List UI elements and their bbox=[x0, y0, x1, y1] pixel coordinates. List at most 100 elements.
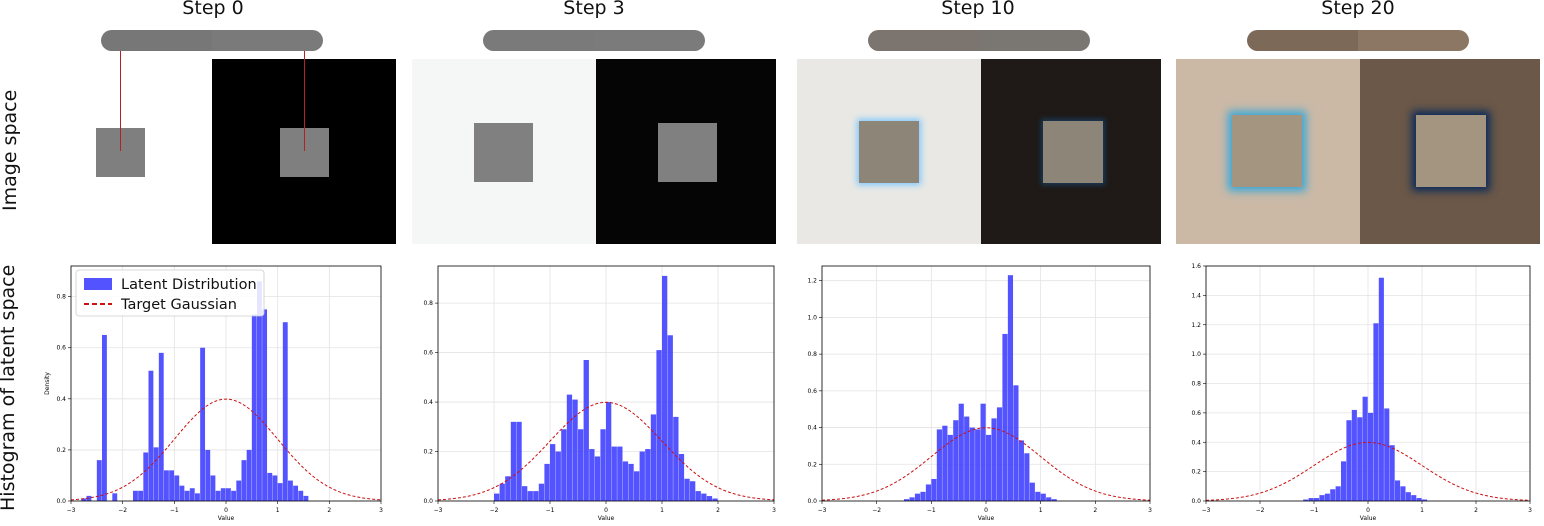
histogram-bar bbox=[267, 472, 273, 501]
y-tick-label: 0.8 bbox=[56, 294, 66, 301]
histogram-bar bbox=[1051, 499, 1057, 501]
histogram-bar bbox=[262, 309, 268, 501]
histogram-bar bbox=[1405, 492, 1411, 501]
histogram-bar bbox=[1046, 497, 1052, 501]
gray-square bbox=[474, 123, 533, 182]
gaussian-curve bbox=[70, 398, 382, 501]
histogram-bar bbox=[1024, 453, 1030, 501]
histogram-bar bbox=[1303, 499, 1309, 501]
y-tick-label: 0.0 bbox=[1191, 498, 1201, 505]
histogram-bar bbox=[102, 334, 107, 501]
y-tick-label: 0.6 bbox=[423, 350, 433, 357]
histogram-bar bbox=[667, 335, 673, 501]
y-tick-label: 1.0 bbox=[807, 314, 817, 321]
histogram-bar bbox=[293, 485, 299, 501]
histogram-bar bbox=[996, 407, 1003, 501]
y-axis-label: Density bbox=[44, 372, 51, 395]
gaussian-curve bbox=[437, 401, 775, 501]
y-tick-label: 0.8 bbox=[1191, 381, 1201, 388]
histogram-bar bbox=[550, 444, 556, 501]
histogram-bar bbox=[1314, 498, 1320, 501]
x-tick-label: 3 bbox=[1148, 507, 1152, 514]
histogram-bar bbox=[572, 399, 578, 501]
histogram-bar bbox=[958, 403, 964, 501]
x-tick-label: −2 bbox=[872, 507, 881, 514]
histogram-bar bbox=[986, 434, 992, 501]
y-tick-label: 0.2 bbox=[423, 449, 433, 456]
gray-square bbox=[1043, 121, 1103, 183]
image-step10-left bbox=[797, 59, 981, 244]
histogram-bar bbox=[1040, 493, 1046, 501]
histogram-bar bbox=[942, 425, 948, 501]
histogram-bar bbox=[904, 499, 910, 501]
histogram-bar bbox=[303, 495, 309, 501]
gaussian-curve bbox=[821, 427, 1151, 501]
histogram-bar bbox=[701, 493, 707, 501]
x-axis-label: Value bbox=[1360, 515, 1377, 522]
x-tick-label: 0 bbox=[984, 507, 988, 514]
histogram-bar bbox=[544, 463, 550, 501]
histogram-bar bbox=[1341, 461, 1347, 501]
histogram-bar bbox=[533, 491, 539, 501]
histogram-bar bbox=[153, 447, 159, 501]
histogram-bar bbox=[690, 481, 696, 501]
gray-square bbox=[1232, 115, 1302, 187]
legend-box bbox=[75, 269, 265, 317]
pill-right-swatch-0 bbox=[212, 30, 323, 51]
histogram-bar bbox=[148, 370, 154, 501]
histogram-bar bbox=[169, 470, 175, 501]
histogram-bar bbox=[1384, 408, 1390, 501]
row-label-image: Image space bbox=[0, 89, 21, 211]
histogram-bar bbox=[673, 416, 679, 501]
pill-right-swatch-2 bbox=[979, 30, 1090, 51]
color-pill-1 bbox=[483, 30, 705, 51]
x-tick-label: −2 bbox=[1256, 507, 1265, 514]
color-pill-2 bbox=[868, 30, 1090, 51]
histogram-bar bbox=[112, 493, 118, 501]
histogram-bar bbox=[277, 483, 283, 501]
histogram-bar bbox=[226, 488, 231, 501]
step-title-1: Step 3 bbox=[563, 0, 625, 19]
histogram-bar bbox=[606, 402, 612, 501]
histogram-bar bbox=[662, 275, 668, 501]
histogram-bar bbox=[931, 478, 937, 501]
histogram-bar bbox=[639, 451, 645, 501]
x-axis-label: Value bbox=[598, 515, 615, 522]
histogram-bar bbox=[1395, 480, 1401, 501]
histogram-bar bbox=[1389, 445, 1395, 501]
pill-left-swatch-1 bbox=[483, 30, 594, 51]
pill-left-swatch-3 bbox=[1247, 30, 1358, 51]
y-tick-label: 0.6 bbox=[1191, 410, 1201, 417]
histogram-bar bbox=[650, 414, 657, 501]
gray-square bbox=[658, 123, 717, 182]
red-marker-line bbox=[304, 51, 305, 151]
histogram-bar bbox=[712, 498, 718, 501]
step-title-3: Step 20 bbox=[1321, 0, 1395, 19]
histogram-bar bbox=[220, 488, 226, 501]
x-tick-label: −3 bbox=[434, 507, 443, 514]
histogram-bar bbox=[969, 427, 975, 501]
histogram-bar bbox=[909, 497, 915, 501]
pill-left-swatch-0 bbox=[101, 30, 212, 51]
histogram-bar bbox=[133, 490, 138, 501]
y-tick-label: 1.0 bbox=[1191, 351, 1201, 358]
histogram-bar bbox=[920, 491, 926, 501]
histogram-bar bbox=[298, 490, 304, 501]
histogram-bar bbox=[510, 421, 517, 501]
x-tick-label: 1 bbox=[1420, 507, 1424, 514]
step-title-2: Step 10 bbox=[941, 0, 1015, 19]
histogram-bar bbox=[600, 429, 606, 501]
color-pill-3 bbox=[1247, 30, 1469, 51]
x-axis-label: Value bbox=[978, 515, 995, 522]
histogram-bar bbox=[505, 476, 511, 501]
histogram-bar bbox=[251, 314, 257, 501]
y-tick-label: 0.6 bbox=[56, 345, 66, 352]
histogram-bar bbox=[1346, 420, 1352, 501]
x-tick-label: 2 bbox=[1474, 507, 1478, 514]
histogram-bar bbox=[200, 347, 206, 501]
histogram-step0: −3 −2 −1 0 1 2 3 0.0 0.2 0.4 0.6 0.8 Value Density Lat… bbox=[44, 265, 383, 522]
histogram-bar bbox=[1319, 495, 1325, 501]
histogram-bar bbox=[1007, 275, 1014, 501]
histogram-bar bbox=[1368, 412, 1374, 501]
histogram-bar bbox=[1411, 495, 1417, 501]
